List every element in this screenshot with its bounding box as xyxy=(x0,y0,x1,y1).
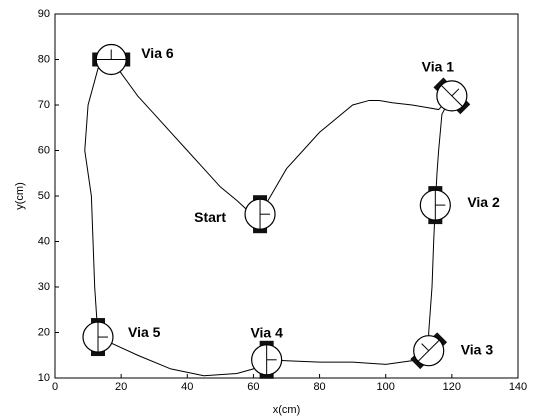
x-tick-label: 0 xyxy=(52,381,58,393)
y-tick-label: 30 xyxy=(38,281,50,293)
waypoint-label: Via 1 xyxy=(422,59,455,75)
robot xyxy=(252,341,282,379)
robot xyxy=(245,195,275,233)
y-tick-label: 60 xyxy=(38,144,50,156)
robot xyxy=(428,72,476,120)
x-tick-label: 40 xyxy=(181,381,193,393)
robot xyxy=(420,186,450,224)
waypoint-label: Via 6 xyxy=(141,45,174,61)
x-tick-label: 100 xyxy=(377,381,395,393)
robot xyxy=(83,318,113,356)
waypoint-label: Via 2 xyxy=(467,194,500,210)
x-tick-label: 60 xyxy=(247,381,259,393)
x-tick-label: 120 xyxy=(443,381,461,393)
y-tick-label: 80 xyxy=(38,53,50,65)
y-tick-label: 90 xyxy=(38,8,50,20)
waypoint-label: Via 4 xyxy=(250,325,283,341)
waypoint-label: Via 5 xyxy=(128,324,161,340)
y-axis-label: y(cm) xyxy=(14,182,26,210)
x-tick-label: 20 xyxy=(115,381,127,393)
x-axis-label: x(cm) xyxy=(273,404,301,416)
y-tick-label: 70 xyxy=(38,99,50,111)
y-tick-label: 10 xyxy=(38,372,50,384)
x-tick-label: 140 xyxy=(509,381,527,393)
y-tick-label: 40 xyxy=(38,235,50,247)
y-tick-label: 20 xyxy=(38,326,50,338)
waypoint-label: Start xyxy=(194,209,226,225)
chart: 0 20 40 60 80 100 120 140 10 20 30 40 50 60 70 80 90 x(cm… xyxy=(0,0,534,419)
x-tick-label: 80 xyxy=(313,381,325,393)
waypoint-label: Via 3 xyxy=(461,341,494,357)
y-tick-label: 50 xyxy=(38,190,50,202)
